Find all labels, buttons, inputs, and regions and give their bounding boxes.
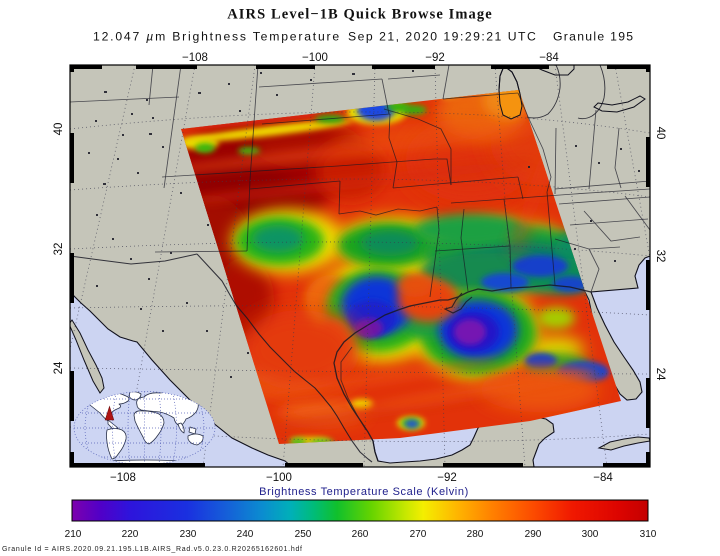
svg-text:230: 230 — [180, 529, 197, 540]
svg-text:Granule 195: Granule 195 — [553, 30, 634, 44]
svg-text:32: 32 — [53, 243, 65, 256]
svg-text:40: 40 — [53, 123, 65, 136]
svg-text:−100: −100 — [266, 472, 292, 484]
svg-text:−92: −92 — [425, 52, 445, 64]
svg-text:Sep 21, 2020 19:29:21 UTC: Sep 21, 2020 19:29:21 UTC — [348, 30, 537, 44]
svg-text:32: 32 — [654, 250, 666, 263]
svg-text:40: 40 — [654, 127, 666, 140]
svg-text:280: 280 — [467, 529, 484, 540]
svg-text:−108: −108 — [182, 52, 208, 64]
svg-text:12.047 µm Brightness Temperatu: 12.047 µm Brightness Temperature — [93, 30, 341, 44]
svg-text:240: 240 — [237, 529, 254, 540]
svg-text:Granule Id = AIRS.2020.09.21.1: Granule Id = AIRS.2020.09.21.195.L1B.AIR… — [2, 546, 303, 553]
svg-text:24: 24 — [53, 361, 65, 374]
svg-text:AIRS Level−1B Quick Browse Ima: AIRS Level−1B Quick Browse Image — [227, 7, 493, 23]
svg-text:24: 24 — [654, 368, 666, 381]
svg-text:−100: −100 — [302, 52, 328, 64]
svg-text:210: 210 — [65, 529, 82, 540]
svg-text:−92: −92 — [437, 472, 457, 484]
svg-text:−108: −108 — [110, 472, 136, 484]
svg-text:Brightness Temperature Scale (: Brightness Temperature Scale (Kelvin) — [259, 486, 469, 498]
svg-text:220: 220 — [122, 529, 139, 540]
svg-text:290: 290 — [525, 529, 542, 540]
svg-text:310: 310 — [640, 529, 657, 540]
svg-text:−84: −84 — [593, 472, 613, 484]
svg-text:260: 260 — [352, 529, 369, 540]
svg-text:−84: −84 — [539, 52, 559, 64]
svg-text:300: 300 — [582, 529, 599, 540]
svg-text:250: 250 — [295, 529, 312, 540]
svg-text:270: 270 — [410, 529, 427, 540]
